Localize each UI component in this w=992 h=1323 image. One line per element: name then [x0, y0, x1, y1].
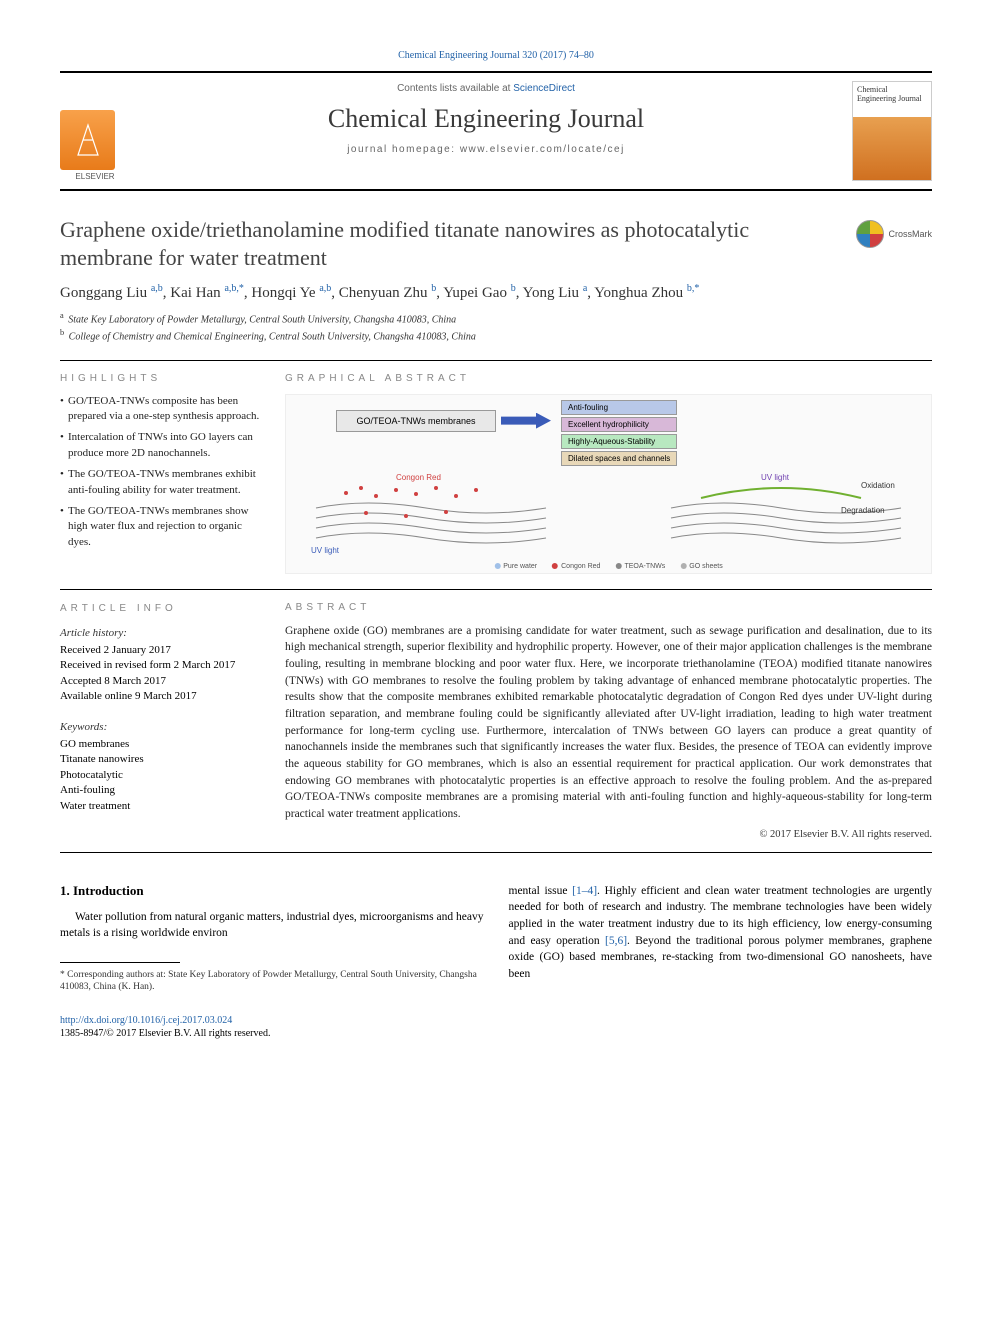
- ga-oxidation-label: Oxidation: [861, 481, 895, 490]
- history-head: Article history:: [60, 626, 260, 641]
- crossmark-icon: [856, 220, 884, 248]
- journal-cover-thumb: Chemical Engineering Journal: [852, 81, 932, 181]
- citation-line: Chemical Engineering Journal 320 (2017) …: [60, 50, 932, 61]
- keyword: Photocatalytic: [60, 768, 260, 783]
- sciencedirect-link[interactable]: ScienceDirect: [513, 83, 575, 94]
- history-line: Received 2 January 2017: [60, 643, 260, 658]
- keyword: Water treatment: [60, 799, 260, 814]
- ga-legend-item: TEOA-TNWs: [615, 563, 665, 570]
- highlight-item: The GO/TEOA-TNWs membranes show high wat…: [60, 504, 260, 550]
- intro-frag-b: mental issue: [509, 885, 573, 897]
- abstract-label: ABSTRACT: [285, 602, 932, 613]
- ga-membrane-left: Congon Red UV light: [306, 468, 556, 558]
- ga-membrane-box: GO/TEOA-TNWs membranes: [336, 410, 496, 432]
- journal-name: Chemical Engineering Journal: [130, 104, 842, 134]
- ga-arrow-icon: [501, 413, 551, 429]
- ga-degradation-label: Degradation: [841, 506, 885, 515]
- contents-prefix: Contents lists available at: [397, 83, 513, 94]
- section-heading-introduction: 1. Introduction: [60, 883, 484, 899]
- citation-ref-5-6[interactable]: [5,6]: [605, 935, 627, 947]
- corresponding-author-footnote: * Corresponding authors at: State Key La…: [60, 969, 484, 994]
- affiliations: a State Key Laboratory of Powder Metallu…: [60, 310, 932, 345]
- cover-title: Chemical Engineering Journal: [853, 82, 931, 117]
- highlight-item: The GO/TEOA-TNWs membranes exhibit anti-…: [60, 467, 260, 498]
- article-title: Graphene oxide/triethanolamine modified …: [60, 216, 841, 271]
- intro-paragraph-cont: mental issue [1–4]. Highly efficient and…: [509, 883, 933, 983]
- intro-paragraph: Water pollution from natural organic mat…: [60, 909, 484, 942]
- ga-membrane-right: Oxidation Degradation UV light: [661, 468, 911, 558]
- highlight-item: Intercalation of TNWs into GO layers can…: [60, 430, 260, 461]
- crossmark-badge[interactable]: CrossMark: [856, 220, 932, 248]
- crossmark-label: CrossMark: [888, 229, 932, 239]
- ga-tag: Highly-Aqueous-Stability: [561, 434, 677, 449]
- homepage-prefix: journal homepage:: [347, 144, 460, 155]
- doi-link[interactable]: http://dx.doi.org/10.1016/j.cej.2017.03.…: [60, 1015, 232, 1026]
- ga-uv-top-label: UV light: [761, 473, 790, 482]
- highlight-item: GO/TEOA-TNWs composite has been prepared…: [60, 394, 260, 425]
- keyword: GO membranes: [60, 737, 260, 752]
- keyword: Titanate nanowires: [60, 752, 260, 767]
- ga-legend-item: GO sheets: [680, 563, 722, 570]
- intro-frag-a: Water pollution from natural organic mat…: [60, 911, 484, 940]
- keywords-block: Keywords: GO membranesTitanate nanowires…: [60, 720, 260, 814]
- footnote-separator: [60, 962, 180, 963]
- footnote-text: Corresponding authors at: State Key Labo…: [60, 970, 477, 992]
- ga-legend-item: Congon Red: [552, 563, 600, 570]
- ga-legend: Pure water Congon Red TEOA-TNWs GO sheets: [494, 563, 722, 570]
- publisher-name: ELSEVIER: [60, 172, 130, 181]
- graphical-abstract: GO/TEOA-TNWs membranes Anti-fouling Excel…: [285, 394, 932, 574]
- abstract-text: Graphene oxide (GO) membranes are a prom…: [285, 623, 932, 823]
- highlights-label: HIGHLIGHTS: [60, 373, 260, 384]
- homepage-url[interactable]: www.elsevier.com/locate/cej: [460, 144, 625, 155]
- elsevier-logo: [60, 110, 115, 170]
- highlights-list: GO/TEOA-TNWs composite has been prepared…: [60, 394, 260, 551]
- issn-line: 1385-8947/© 2017 Elsevier B.V. All right…: [60, 1028, 270, 1039]
- ga-tag: Dilated spaces and channels: [561, 451, 677, 466]
- contents-line: Contents lists available at ScienceDirec…: [130, 83, 842, 94]
- journal-header: ELSEVIER Contents lists available at Sci…: [60, 71, 932, 191]
- history-line: Accepted 8 March 2017: [60, 674, 260, 689]
- graphical-abstract-label: GRAPHICAL ABSTRACT: [285, 373, 932, 384]
- copyright-line: © 2017 Elsevier B.V. All rights reserved…: [285, 829, 932, 840]
- article-history: Article history: Received 2 January 2017…: [60, 626, 260, 705]
- homepage-line: journal homepage: www.elsevier.com/locat…: [130, 144, 842, 155]
- keyword: Anti-fouling: [60, 783, 260, 798]
- article-info-label: ARTICLE INFO: [60, 602, 260, 616]
- citation-ref-1-4[interactable]: [1–4]: [572, 885, 597, 897]
- ga-legend-item: Pure water: [494, 563, 537, 570]
- ga-congon-label: Congon Red: [396, 473, 441, 482]
- footer-block: http://dx.doi.org/10.1016/j.cej.2017.03.…: [60, 1014, 484, 1040]
- author-list: Gonggang Liu a,b, Kai Han a,b,*, Hongqi …: [60, 283, 932, 302]
- ga-tag: Anti-fouling: [561, 400, 677, 415]
- ga-tag: Excellent hydrophilicity: [561, 417, 677, 432]
- history-line: Received in revised form 2 March 2017: [60, 658, 260, 673]
- history-line: Available online 9 March 2017: [60, 689, 260, 704]
- keywords-head: Keywords:: [60, 720, 260, 735]
- ga-uv-label: UV light: [311, 546, 340, 555]
